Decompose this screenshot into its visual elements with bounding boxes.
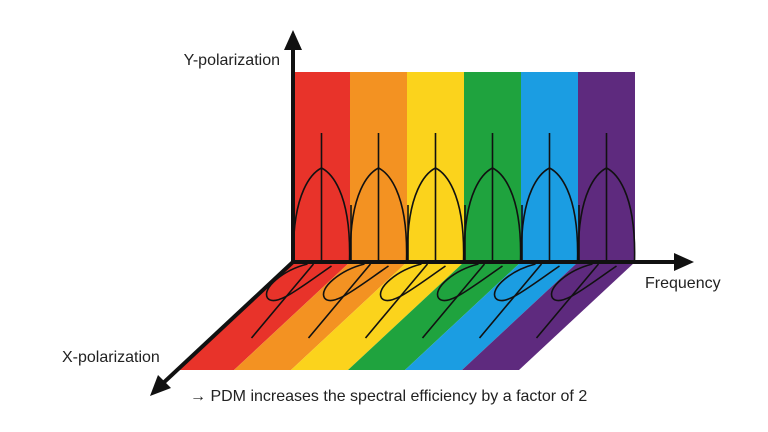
frequency-arrow bbox=[674, 253, 694, 271]
floor-line bbox=[250, 263, 315, 339]
floor-curve bbox=[265, 263, 332, 302]
x-arrow bbox=[150, 375, 171, 396]
floor-curve bbox=[436, 263, 503, 302]
y-axis-label: Y-polarization bbox=[184, 52, 280, 69]
floor-line bbox=[307, 263, 372, 339]
spectrum-curve bbox=[406, 167, 465, 263]
floor-curve bbox=[550, 263, 617, 302]
x-band bbox=[291, 262, 464, 370]
x-band bbox=[405, 262, 578, 370]
floor-line bbox=[364, 263, 429, 339]
frequency-label: Frequency bbox=[645, 275, 721, 292]
x-band bbox=[348, 262, 521, 370]
floor-curve bbox=[493, 263, 560, 302]
spectrum-curve bbox=[292, 167, 351, 263]
spectrum-curve bbox=[520, 167, 579, 263]
x-band bbox=[234, 262, 407, 370]
floor-curve bbox=[379, 263, 446, 302]
spectrum-curve bbox=[349, 167, 408, 263]
x-axis bbox=[158, 259, 296, 388]
x-band bbox=[177, 262, 350, 370]
floor-line bbox=[421, 263, 486, 339]
x-axis-label: X-polarization bbox=[62, 349, 160, 366]
x-band bbox=[462, 262, 635, 370]
y-arrow bbox=[284, 30, 302, 50]
spectrum-curve bbox=[577, 167, 636, 263]
floor-line bbox=[478, 263, 543, 339]
caption: → PDM increases the spectral efficiency … bbox=[190, 388, 587, 405]
floor-line bbox=[535, 263, 600, 339]
spectrum-curve bbox=[463, 167, 522, 263]
floor-curve bbox=[322, 263, 389, 302]
spectra bbox=[250, 133, 636, 339]
bands bbox=[177, 72, 635, 370]
